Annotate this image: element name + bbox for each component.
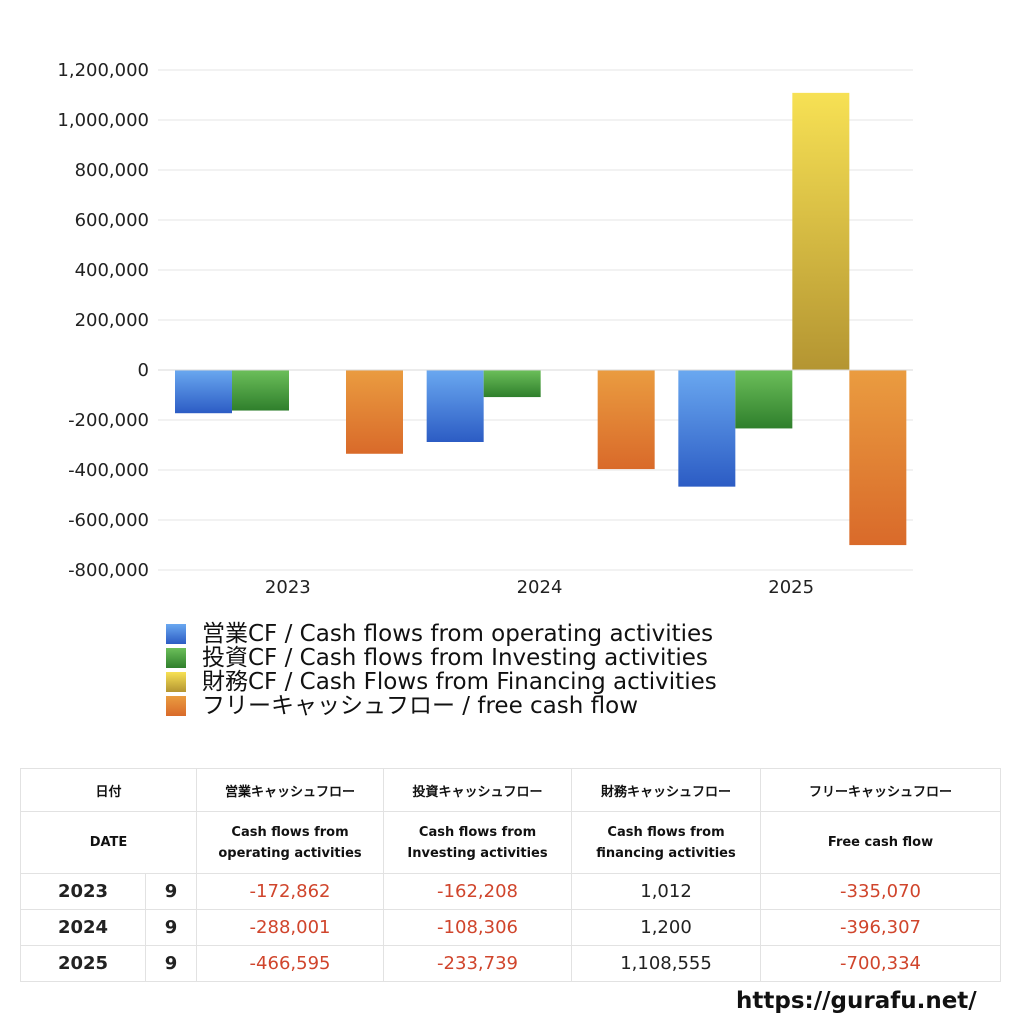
header-operating-en-line1: Cash flows from [231, 824, 349, 840]
y-tick-label: 1,200,000 [57, 60, 149, 81]
row-operating: -466,595 [196, 945, 385, 982]
legend-label-financing: 財務CF / Cash Flows from Financing activit… [202, 669, 717, 695]
table-row: 2024 9 -288,001 -108,306 1,200 -396,307 [20, 909, 1002, 946]
bar-investing-2024 [483, 370, 541, 398]
bar-operating-2025 [678, 370, 736, 487]
y-tick-label: -600,000 [68, 510, 149, 531]
legend-label-operating: 営業CF / Cash flows from operating activit… [202, 621, 714, 647]
header-investing-en-line1: Cash flows from [418, 824, 537, 840]
y-tick-label: -800,000 [68, 560, 149, 581]
row-investing: -108,306 [383, 909, 573, 946]
legend-swatch-operating [166, 624, 186, 644]
header-date-en-line: DATE [89, 835, 128, 850]
y-tick-label: 200,000 [75, 310, 149, 331]
table-header-row-en: DATE Cash flows from operating activities… [19, 811, 1002, 874]
bar-financing-2025 [792, 92, 850, 370]
header-operating-jp: 営業キャッシュフロー [196, 768, 385, 812]
header-financing-en-line2: financing activities [596, 845, 736, 861]
header-operating-en-line2: operating activities [218, 845, 362, 861]
legend-item-operating: 営業CF / Cash flows from operating activit… [166, 622, 717, 646]
legend-item-free: フリーキャッシュフロー / free cash flow [166, 694, 717, 718]
row-month: 9 [144, 945, 198, 982]
y-tick-label: 0 [138, 360, 149, 381]
site-url: https://gurafu.net/ [736, 988, 977, 1014]
legend-item-financing: 財務CF / Cash Flows from Financing activit… [166, 670, 717, 694]
header-free-en: Free cash flow [760, 811, 1002, 874]
x-tick-label: 2024 [517, 577, 563, 598]
bar-free-2025 [849, 370, 907, 546]
legend-label-free: フリーキャッシュフロー / free cash flow [202, 693, 639, 719]
row-year: 2025 [20, 945, 146, 982]
row-free: -396,307 [760, 909, 1002, 946]
bar-free-2024 [597, 370, 655, 470]
header-free-en-line: Free cash flow [827, 835, 934, 850]
table-row: 2023 9 -172,862 -162,208 1,012 -335,070 [20, 873, 1002, 910]
row-financing: 1,012 [571, 873, 762, 910]
table-header-row-jp: 日付 営業キャッシュフロー 投資キャッシュフロー 財務キャッシュフロー フリーキ… [19, 768, 1002, 812]
header-financing-en: Cash flows from financing activities [571, 811, 762, 874]
cash-flow-bar-chart: 1,200,000 1,000,000 800,000 600,000 400,000 2… [57, 60, 913, 598]
row-investing: -233,739 [383, 945, 573, 982]
row-investing: -162,208 [383, 873, 573, 910]
y-tick-label: -200,000 [68, 410, 149, 431]
legend-label-investing: 投資CF / Cash flows from Investing activit… [202, 645, 708, 671]
y-tick-label: 1,000,000 [57, 110, 149, 131]
header-investing-jp: 投資キャッシュフロー [383, 768, 573, 812]
row-free: -335,070 [760, 873, 1002, 910]
header-investing-en-line2: Investing activities [407, 845, 548, 861]
header-date-en: DATE [19, 811, 198, 874]
bar-operating-2024 [426, 370, 484, 443]
bar-investing-2025 [735, 370, 793, 429]
legend-swatch-investing [166, 648, 186, 668]
y-tick-label: 400,000 [75, 260, 149, 281]
bar-free-2023 [346, 370, 403, 454]
x-tick-label: 2025 [768, 577, 814, 598]
header-free-jp: フリーキャッシュフロー [760, 768, 1002, 812]
y-tick-label: 600,000 [75, 210, 149, 231]
header-investing-en: Cash flows from Investing activities [383, 811, 573, 874]
row-financing: 1,200 [571, 909, 762, 946]
row-month: 9 [144, 873, 198, 910]
legend-item-investing: 投資CF / Cash flows from Investing activit… [166, 646, 717, 670]
y-tick-label: 800,000 [75, 160, 149, 181]
legend-swatch-free [166, 696, 186, 716]
row-operating: -172,862 [196, 873, 385, 910]
x-tick-label: 2023 [265, 577, 311, 598]
row-year: 2023 [20, 873, 146, 910]
header-operating-en: Cash flows from operating activities [196, 811, 385, 874]
legend-swatch-financing [166, 672, 186, 692]
header-financing-en-line1: Cash flows from [607, 824, 725, 840]
chart-legend: 営業CF / Cash flows from operating activit… [166, 622, 717, 718]
cash-flow-table: 日付 営業キャッシュフロー 投資キャッシュフロー 財務キャッシュフロー フリーキ… [19, 768, 1002, 982]
row-financing: 1,108,555 [571, 945, 762, 982]
header-date-jp: 日付 [19, 768, 198, 812]
header-financing-jp: 財務キャッシュフロー [571, 768, 762, 812]
row-operating: -288,001 [196, 909, 385, 946]
y-tick-label: -400,000 [68, 460, 149, 481]
row-free: -700,334 [760, 945, 1002, 982]
table-row: 2025 9 -466,595 -233,739 1,108,555 -700,… [20, 945, 1002, 982]
bar-operating-2023 [175, 370, 232, 414]
row-year: 2024 [20, 909, 146, 946]
row-month: 9 [144, 909, 198, 946]
bar-investing-2023 [232, 370, 289, 411]
